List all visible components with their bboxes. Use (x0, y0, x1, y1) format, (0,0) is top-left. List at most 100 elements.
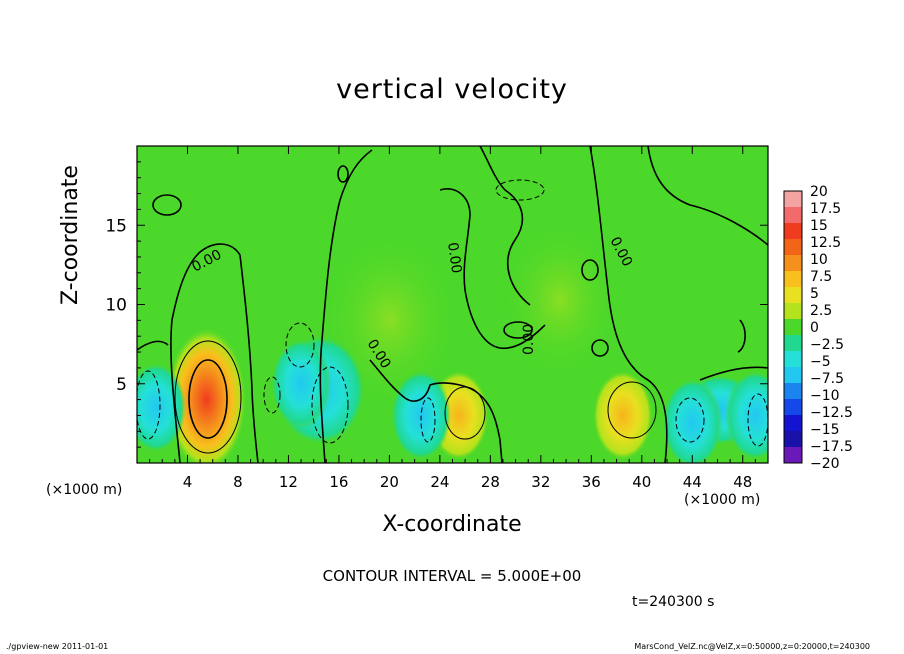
y-tick-label: 5 (116, 375, 127, 395)
contour-minus5-downdraft (263, 376, 281, 414)
colorbar-label: 0 (810, 320, 819, 336)
zero-contour (647, 146, 768, 246)
zero-contour (369, 359, 503, 463)
x-tick-label: 32 (531, 473, 550, 491)
x-tick-label: 48 (733, 473, 752, 491)
zero-contour (589, 146, 668, 463)
contour-minus5-downdraft (675, 397, 705, 443)
contour-5-updraft (444, 386, 486, 440)
downdraft-core (662, 378, 723, 463)
x-axis-label: X-coordinate (382, 512, 522, 537)
colorbar-label: −15 (810, 422, 840, 438)
x-tick-label: 28 (481, 473, 500, 491)
colorbar-label: 17.5 (810, 201, 841, 217)
colorbar-label: 15 (810, 218, 828, 234)
colorbar-swatch (784, 351, 802, 368)
colorbar-label: −20 (810, 456, 840, 472)
chart-title: vertical velocity (336, 74, 568, 105)
zero-contour (337, 165, 349, 183)
x-axis: 4 8 12 16 20 24 28 32 36 40 44 48 (149, 146, 756, 491)
x-tick-label: 12 (279, 473, 298, 491)
x-tick-label: 4 (183, 473, 193, 491)
time-stamp: t=240300 s (632, 594, 715, 610)
colorbar-label: 2.5 (810, 303, 832, 319)
colorbar-swatch (784, 223, 802, 240)
zero-contour (737, 319, 746, 353)
colorbar-label: −2.5 (810, 337, 844, 353)
footer-right: MarsCond_VelZ.nc@VelZ,x=0:50000,z=0:2000… (634, 642, 870, 651)
y-tick-label: 15 (105, 216, 127, 236)
colorbar-swatch (784, 367, 802, 384)
zero-contour (137, 340, 169, 351)
colorbar-label: −7.5 (810, 371, 844, 387)
downdraft-core (271, 338, 332, 429)
footer-left: ./gpview-new 2011-01-01 (6, 642, 109, 651)
x-tick-label: 20 (380, 473, 399, 491)
colorbar-swatch (784, 271, 802, 288)
downdraft-core (725, 370, 768, 461)
colorbar-swatch (784, 303, 802, 320)
colorbar-label: 10 (810, 252, 828, 268)
x-tick-label: 36 (582, 473, 601, 491)
contour-interval-text: CONTOUR INTERVAL = 5.000E+00 (322, 567, 582, 585)
colorbar-swatch (784, 447, 802, 464)
y-axis: 5 10 15 (105, 161, 768, 448)
zero-contour (503, 321, 533, 339)
x-axis-unit-right: (×1000 m) (684, 492, 761, 508)
zero-contour (152, 194, 182, 216)
colorbar-swatch (784, 207, 802, 224)
velocity-field (137, 146, 768, 463)
colorbar-label: 5 (810, 286, 819, 302)
downdraft-core (137, 362, 186, 453)
contour-label: 0.00 (444, 241, 464, 274)
contour-minus5-downdraft (137, 370, 161, 440)
colorbar-swatch (784, 287, 802, 304)
x-tick-label: 44 (683, 473, 702, 491)
colorbar-swatch (784, 335, 802, 352)
colorbar-swatch (784, 255, 802, 272)
x-tick-label: 24 (430, 473, 449, 491)
colorbar-frame (783, 190, 803, 464)
contour-minus5-downdraft (747, 393, 768, 447)
contour-minus5-downdraft (285, 322, 315, 368)
contour-10-updraft (188, 359, 228, 439)
colorbar-label: 20 (810, 184, 828, 200)
colorbar-swatch (784, 239, 802, 256)
colorbar-swatch (784, 399, 802, 416)
contour-5-updraft (174, 340, 242, 454)
y-axis-label: Z-coordinate (58, 165, 83, 305)
colorbar-swatch (784, 431, 802, 448)
zero-contour (591, 339, 609, 357)
colorbar-swatch (784, 191, 802, 208)
zero-contour (581, 259, 599, 281)
zero-contour (170, 243, 259, 463)
updraft-core (592, 370, 653, 461)
contour-minus5-downdraft (420, 397, 436, 443)
colorbar-label: −10 (810, 388, 840, 404)
x-tick-label: 16 (329, 473, 348, 491)
colorbar-label: −17.5 (810, 439, 853, 455)
colorbar-label: −5 (810, 354, 831, 370)
contour-minus5-downdraft (311, 366, 349, 444)
contour-5-updraft (607, 381, 657, 439)
contour-lines (137, 146, 768, 463)
zero-contour (319, 149, 373, 463)
colorbar-label: 12.5 (810, 235, 841, 251)
colorbar-swatch (784, 415, 802, 432)
zero-contour (439, 188, 546, 350)
zero-contour (479, 146, 531, 306)
y-tick-label: 10 (105, 296, 127, 316)
colorbar-swatch (784, 383, 802, 400)
x-tick-label: 40 (632, 473, 651, 491)
x-axis-unit-left: (×1000 m) (46, 482, 123, 498)
colorbar-label: −12.5 (810, 405, 853, 421)
x-tick-label: 8 (233, 473, 243, 491)
contour-minus5-downdraft (495, 179, 545, 201)
colorbar: 2017.51512.5107.552.50−2.5−5−7.5−10−12.5… (783, 184, 853, 472)
colorbar-label: 7.5 (810, 269, 832, 285)
zero-contour (699, 366, 768, 381)
updraft-core (166, 327, 247, 463)
colorbar-swatch (784, 319, 802, 336)
contour-label: 0.00 (521, 324, 537, 355)
